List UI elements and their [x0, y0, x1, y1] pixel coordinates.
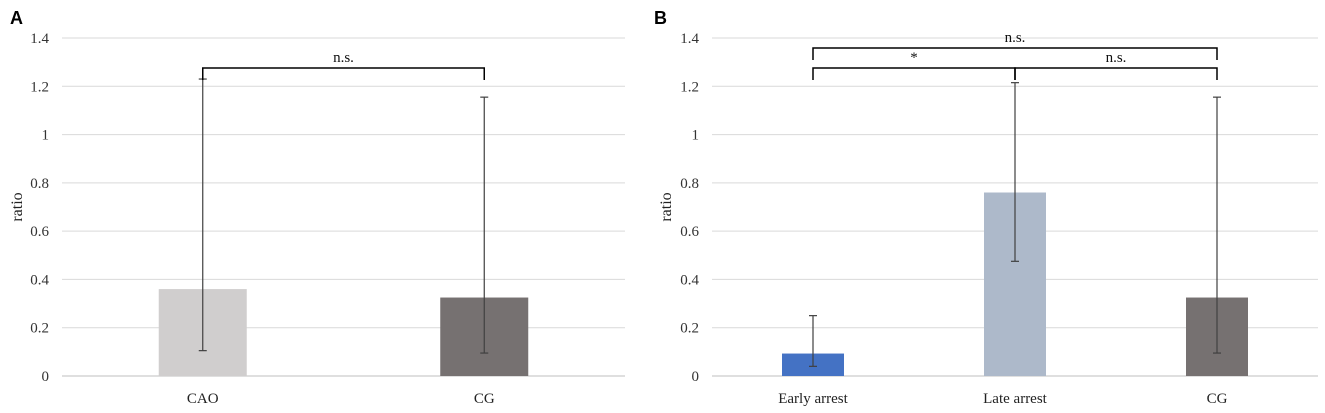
y-tick-label: 0.8 [680, 176, 699, 192]
significance-label: n.s. [333, 50, 354, 66]
y-tick-label: 0.2 [680, 321, 699, 337]
y-tick-label: 0 [692, 369, 700, 385]
significance-label: n.s. [1005, 30, 1026, 46]
panel-label: B [654, 8, 667, 28]
y-tick-label: 0.8 [30, 176, 49, 192]
y-tick-label: 1.2 [30, 79, 49, 95]
significance-bracket [812, 67, 1016, 80]
x-category-label: Early arrest [778, 391, 848, 407]
chart-panel-a: A 0 0.2 0.4 0.6 0.8 1 1.2 1.4 ratio CAO CG n.s. [9, 8, 625, 407]
x-category-label: CG [474, 391, 495, 407]
y-tick-label: 1.2 [680, 79, 699, 95]
significance-label: * [910, 50, 918, 66]
y-tick-label: 1.4 [30, 31, 49, 47]
y-tick-label: 1.4 [680, 31, 699, 47]
significance-bracket [202, 67, 485, 80]
y-tick-label: 0.2 [30, 321, 49, 337]
y-tick-label: 0.4 [30, 272, 49, 288]
x-category-label: Late arrest [983, 391, 1048, 407]
x-category-label: CAO [187, 391, 219, 407]
y-tick-label: 0 [42, 369, 50, 385]
chart-panel-b: B 0 0.2 0.4 0.6 0.8 1 1.2 1.4 ratio Early arrest La… [654, 8, 1318, 407]
y-axis-label: ratio [9, 192, 26, 221]
y-tick-label: 1 [42, 128, 50, 144]
significance-bracket [1014, 67, 1218, 80]
y-tick-label: 0.6 [30, 224, 49, 240]
significance-label: n.s. [1106, 50, 1127, 66]
y-tick-label: 1 [692, 128, 700, 144]
significance-bracket [812, 47, 1218, 60]
y-tick-label: 0.4 [680, 272, 699, 288]
x-category-label: CG [1207, 391, 1228, 407]
panel-label: A [10, 8, 23, 28]
y-tick-label: 0.6 [680, 224, 699, 240]
y-axis-label: ratio [658, 192, 675, 221]
